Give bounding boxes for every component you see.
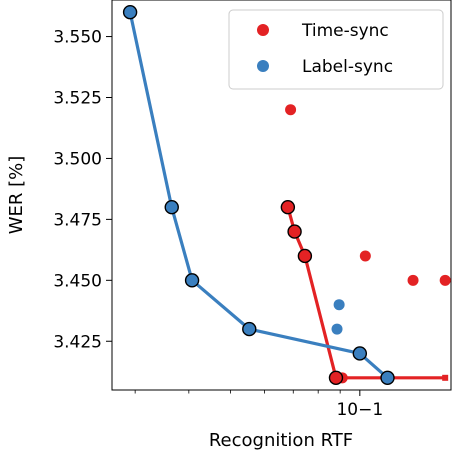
- y-tick-label: 3.425: [53, 332, 102, 352]
- frontier-point-time-sync: [287, 224, 302, 239]
- frontier-point-time-sync: [280, 199, 296, 215]
- frontier-point-label-sync: [242, 321, 257, 337]
- point-time-sync: [359, 250, 371, 262]
- x-axis-title: Recognition RTF: [209, 430, 353, 451]
- legend-box: [228, 9, 444, 90]
- point-label-sync: [333, 299, 345, 311]
- y-tick-label: 3.475: [53, 210, 102, 230]
- y-tick-label: 3.500: [53, 149, 102, 169]
- y-tick-label: 3.550: [53, 28, 102, 48]
- x-axis: 10−1: [134, 390, 383, 420]
- frontier-point-label-sync: [380, 370, 395, 386]
- frontier-point-time-sync: [328, 370, 344, 386]
- point-time-sync: [285, 104, 297, 116]
- frontier-point-label-sync: [184, 273, 200, 288]
- point-time-sync: [439, 274, 451, 286]
- point-time-sync: [407, 274, 419, 286]
- point-label-sync: [331, 323, 343, 335]
- frontier-point-label-sync: [164, 199, 179, 215]
- y-axis-title: WER [%]: [6, 156, 27, 235]
- legend-label-time-sync: Time-sync: [301, 21, 389, 41]
- legend-marker-label-sync: [257, 60, 269, 72]
- x-tick-label: 10−1: [336, 400, 383, 420]
- y-axis: 3.425 3.450 3.475 3.500 3.525 3.550: [53, 28, 112, 352]
- legend-label-label-sync: Label-sync: [302, 57, 393, 77]
- frontier-end-time-sync: [442, 374, 449, 381]
- series-markers: [122, 4, 451, 386]
- frontier-point-time-sync: [297, 248, 313, 264]
- y-tick-label: 3.525: [53, 89, 102, 109]
- frontier-point-label-sync: [122, 4, 138, 20]
- legend: Time-sync Label-sync: [228, 9, 444, 90]
- legend-marker-time-sync: [257, 24, 269, 36]
- y-tick-label: 3.450: [53, 271, 102, 291]
- frontier-point-label-sync: [352, 346, 368, 361]
